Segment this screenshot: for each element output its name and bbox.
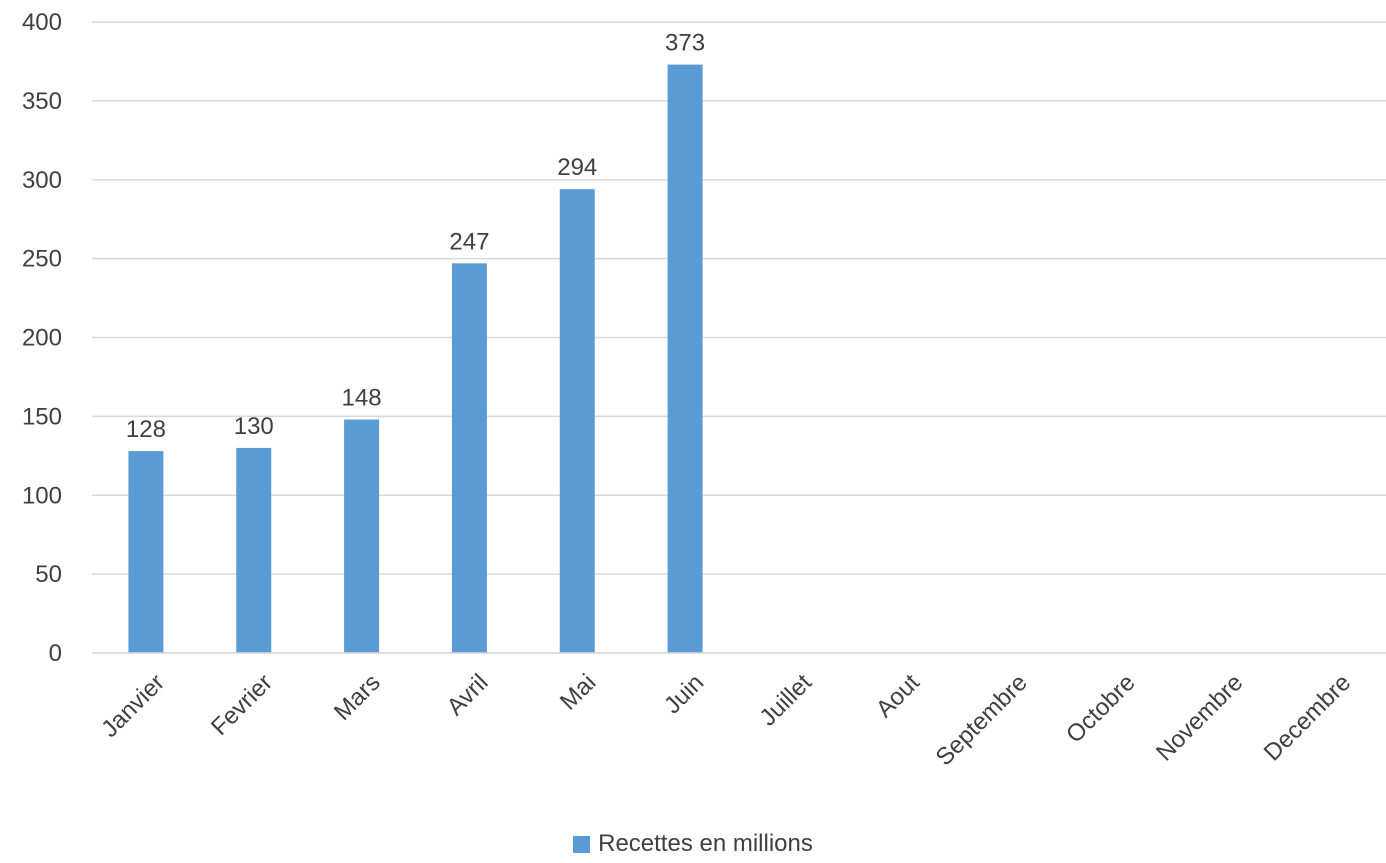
x-tick-label: Juin	[659, 669, 709, 719]
y-tick-label: 150	[22, 403, 62, 430]
legend-swatch	[573, 835, 591, 853]
y-tick-label: 0	[49, 640, 62, 667]
x-tick-label: Septembre	[931, 669, 1033, 771]
y-tick-label: 400	[22, 9, 62, 36]
y-tick-label: 50	[35, 561, 62, 588]
x-tick-label: Novembre	[1151, 669, 1248, 766]
data-label: 294	[557, 154, 597, 181]
x-tick-label: Octobre	[1061, 669, 1140, 748]
bar	[559, 189, 595, 653]
legend-label: Recettes en millions	[598, 830, 813, 857]
data-label: 148	[342, 385, 382, 412]
y-tick-label: 250	[22, 246, 62, 273]
y-tick-label: 350	[22, 88, 62, 115]
x-tick-label: Decembre	[1259, 669, 1356, 766]
x-tick-label: Fevrier	[206, 669, 278, 741]
data-label: 373	[665, 30, 705, 57]
legend: Recettes en millions	[0, 830, 1386, 858]
data-label: 247	[449, 228, 489, 255]
y-tick-label: 100	[22, 482, 62, 509]
bar	[451, 263, 487, 653]
bar	[667, 64, 703, 653]
x-tick-label: Avril	[442, 669, 494, 721]
bar	[128, 451, 164, 653]
bar	[344, 419, 380, 653]
data-label: 130	[234, 413, 274, 440]
x-tick-label: Juillet	[755, 669, 818, 732]
bar	[236, 447, 272, 653]
data-label: 128	[126, 416, 166, 443]
y-tick-label: 300	[22, 167, 62, 194]
x-tick-label: Janvier	[96, 669, 170, 743]
x-tick-label: Mai	[555, 669, 601, 715]
x-tick-label: Aout	[871, 669, 925, 723]
x-tick-label: Mars	[329, 669, 386, 726]
y-tick-label: 200	[22, 325, 62, 352]
